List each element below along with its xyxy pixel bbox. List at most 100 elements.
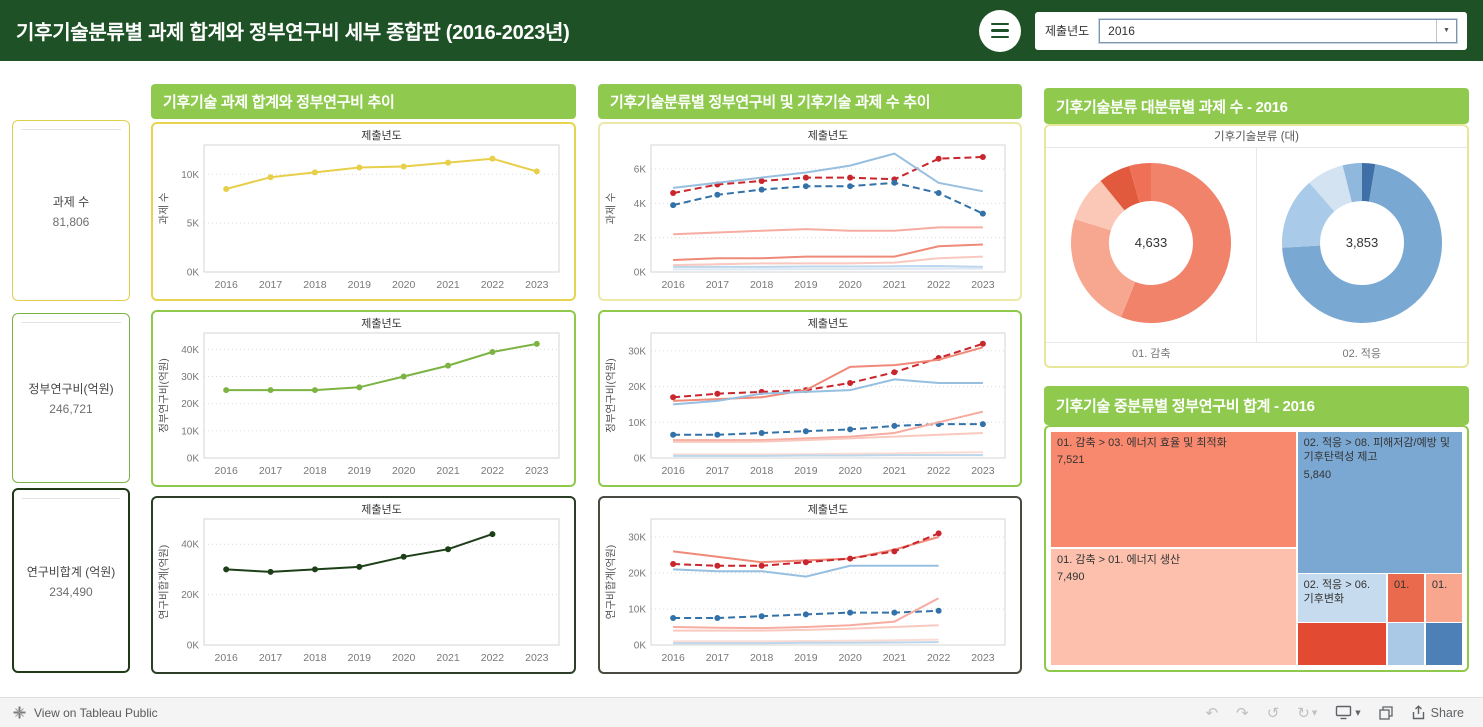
svg-text:40K: 40K (181, 540, 199, 551)
year-dropdown[interactable]: 2016 ▼ (1099, 18, 1457, 43)
svg-text:제출년도: 제출년도 (808, 317, 848, 330)
svg-text:2022: 2022 (927, 652, 951, 664)
svg-text:2019: 2019 (348, 652, 372, 664)
svg-text:2018: 2018 (750, 279, 774, 291)
caret-down-icon: ▼ (1355, 708, 1361, 717)
adaptation-donut-chart[interactable]: 3,853 (1256, 148, 1467, 342)
svg-text:2021: 2021 (436, 652, 460, 664)
share-icon (1412, 705, 1424, 720)
kpi-value: 234,490 (49, 584, 93, 599)
gov-fund-trend-chart[interactable]: 제출년도 0K 10K 20K 30K 40K 2016 2017 2018 2019 2020 20… (156, 315, 571, 482)
svg-text:0K: 0K (634, 454, 647, 465)
treemap-cell[interactable] (1297, 623, 1386, 665)
svg-text:2017: 2017 (259, 279, 283, 291)
caret-down-icon: ▼ (1436, 19, 1456, 42)
year-filter-card: 제출년도 2016 ▼ (1035, 11, 1467, 50)
svg-text:제출년도: 제출년도 (361, 503, 401, 516)
refresh-icon: ↻ (1297, 703, 1310, 722)
total-fund-trend-chart[interactable]: 제출년도 0K 20K 40K 2016 2017 2018 2019 2020 2021 2022… (156, 501, 571, 669)
treemap-cell[interactable]: 01. 감축 > 03. 에너지 효율 및 최적화 7,521 (1051, 432, 1296, 548)
svg-text:2019: 2019 (794, 279, 818, 291)
svg-text:2021: 2021 (436, 279, 460, 291)
svg-text:제출년도: 제출년도 (361, 129, 401, 142)
caret-down-icon: ▼ (1311, 708, 1318, 717)
svg-text:2016: 2016 (661, 652, 685, 664)
svg-text:2022: 2022 (481, 279, 505, 291)
svg-text:2018: 2018 (750, 465, 774, 477)
svg-text:2022: 2022 (481, 652, 505, 664)
mitigation-donut-chart[interactable]: 4,633 (1046, 148, 1256, 342)
svg-text:2023: 2023 (525, 279, 549, 291)
panel-title-category-trend: 기후기술분류별 정부연구비 및 기후기술 과제 수 추이 (598, 84, 1022, 119)
svg-text:2019: 2019 (794, 652, 818, 664)
total-fund-by-class-chart[interactable]: 제출년도 0K 10K 20K 30K 2016 2017 2018 2019 2020 2021 2… (603, 501, 1017, 669)
share-button[interactable]: Share (1404, 703, 1471, 722)
refresh-button[interactable]: ↻ ▼ (1290, 702, 1324, 724)
svg-text:30K: 30K (628, 346, 646, 357)
svg-text:2020: 2020 (838, 652, 862, 664)
undo-icon: ↶ (1205, 703, 1219, 722)
revert-button[interactable]: ↺ (1260, 702, 1287, 724)
svg-text:2022: 2022 (927, 279, 951, 291)
redo-icon: ↷ (1236, 703, 1249, 722)
treemap-cell[interactable]: 01. (1388, 574, 1425, 622)
chart-card-totalfund-by-class: 제출년도 0K 10K 20K 30K 2016 2017 2018 2019 2020 2021 2… (598, 496, 1022, 674)
donut-card: 기후기술분류 (대) 4,633 3,853 01. 감축 02. 적응 (1044, 124, 1469, 368)
svg-text:과제 수: 과제 수 (158, 192, 170, 224)
svg-text:제출년도: 제출년도 (361, 317, 401, 330)
fullscreen-button[interactable] (1372, 704, 1400, 722)
undo-button[interactable]: ↶ (1199, 702, 1226, 724)
svg-text:0K: 0K (187, 454, 200, 465)
kpi-card-gov-fund: 정부연구비(억원) 246,721 (12, 313, 130, 483)
chart-card-task-trend: 제출년도 0K 5K 10K 2016 2017 2018 2019 2020 2021 2022 2… (151, 122, 576, 301)
dashboard-title: 기후기술분류별 과제 합계와 정부연구비 세부 종합판 (2016-2023년) (16, 22, 570, 44)
svg-text:2016: 2016 (215, 652, 239, 664)
panel-title-donut: 기후기술분류 대분류별 과제 수 - 2016 (1044, 88, 1469, 124)
menu-button[interactable] (979, 9, 1021, 52)
gov-fund-by-class-chart[interactable]: 제출년도 0K 10K 20K 30K 2016 2017 2018 2019 2020 2021 2… (603, 315, 1017, 482)
svg-text:2018: 2018 (303, 279, 327, 291)
share-label: Share (1430, 705, 1464, 720)
treemap-cell[interactable]: 01. (1425, 574, 1462, 622)
svg-text:2018: 2018 (303, 465, 327, 477)
svg-text:2017: 2017 (259, 652, 283, 664)
svg-text:0K: 0K (634, 641, 647, 652)
kpi-value: 81,806 (52, 214, 90, 229)
svg-text:20K: 20K (628, 382, 646, 393)
fullscreen-icon (1378, 705, 1393, 720)
svg-text:10K: 10K (628, 605, 646, 616)
view-on-tableau-link[interactable]: View on Tableau Public (34, 705, 158, 720)
revert-icon: ↺ (1266, 703, 1280, 722)
svg-text:2017: 2017 (706, 652, 730, 664)
treemap-cell[interactable]: 01. 감축 > 01. 에너지 생산 7,490 (1051, 548, 1296, 665)
hamburger-icon (991, 22, 1009, 39)
svg-text:4,633: 4,633 (1135, 235, 1168, 250)
svg-text:정부연구비(억원): 정부연구비(억원) (605, 358, 617, 433)
svg-text:0K: 0K (187, 641, 200, 652)
svg-text:3,853: 3,853 (1346, 235, 1379, 250)
task-count-trend-chart[interactable]: 제출년도 0K 5K 10K 2016 2017 2018 2019 2020 2021 2022 2… (156, 127, 571, 296)
task-count-by-class-chart[interactable]: 제출년도 0K 2K 4K 6K 2016 2017 2018 2019 2020 2021 2022… (603, 127, 1017, 296)
svg-text:2019: 2019 (794, 465, 818, 477)
svg-text:30K: 30K (181, 372, 199, 383)
svg-text:2023: 2023 (971, 652, 995, 664)
treemap-cell[interactable] (1425, 623, 1462, 665)
svg-text:2020: 2020 (838, 279, 862, 291)
kpi-label: 정부연구비(억원) (28, 382, 114, 396)
svg-text:40K: 40K (181, 345, 199, 356)
svg-text:2018: 2018 (750, 652, 774, 664)
svg-text:5K: 5K (187, 219, 200, 230)
redo-button[interactable]: ↷ (1229, 702, 1256, 724)
svg-text:2017: 2017 (259, 465, 283, 477)
svg-text:2020: 2020 (392, 279, 416, 291)
treemap-cell[interactable] (1388, 623, 1425, 665)
treemap-cell[interactable]: 02. 적응 > 06. 기후변화 (1297, 574, 1386, 622)
treemap-cell[interactable]: 02. 적응 > 08. 피해저감/예방 및 기후탄력성 제고 5,840 (1297, 432, 1462, 573)
gov-fund-treemap[interactable]: 01. 감축 > 03. 에너지 효율 및 최적화 7,521 02. 적응 > 0… (1051, 432, 1462, 665)
svg-text:10K: 10K (181, 426, 199, 437)
donut-captions: 01. 감축 02. 적응 (1046, 342, 1467, 366)
svg-text:2018: 2018 (303, 652, 327, 664)
header-controls: 제출년도 2016 ▼ (979, 9, 1467, 52)
panel-title-treemap: 기후기술 중분류별 정부연구비 합계 - 2016 (1044, 386, 1469, 425)
device-layout-button[interactable]: ▼ (1328, 703, 1367, 722)
